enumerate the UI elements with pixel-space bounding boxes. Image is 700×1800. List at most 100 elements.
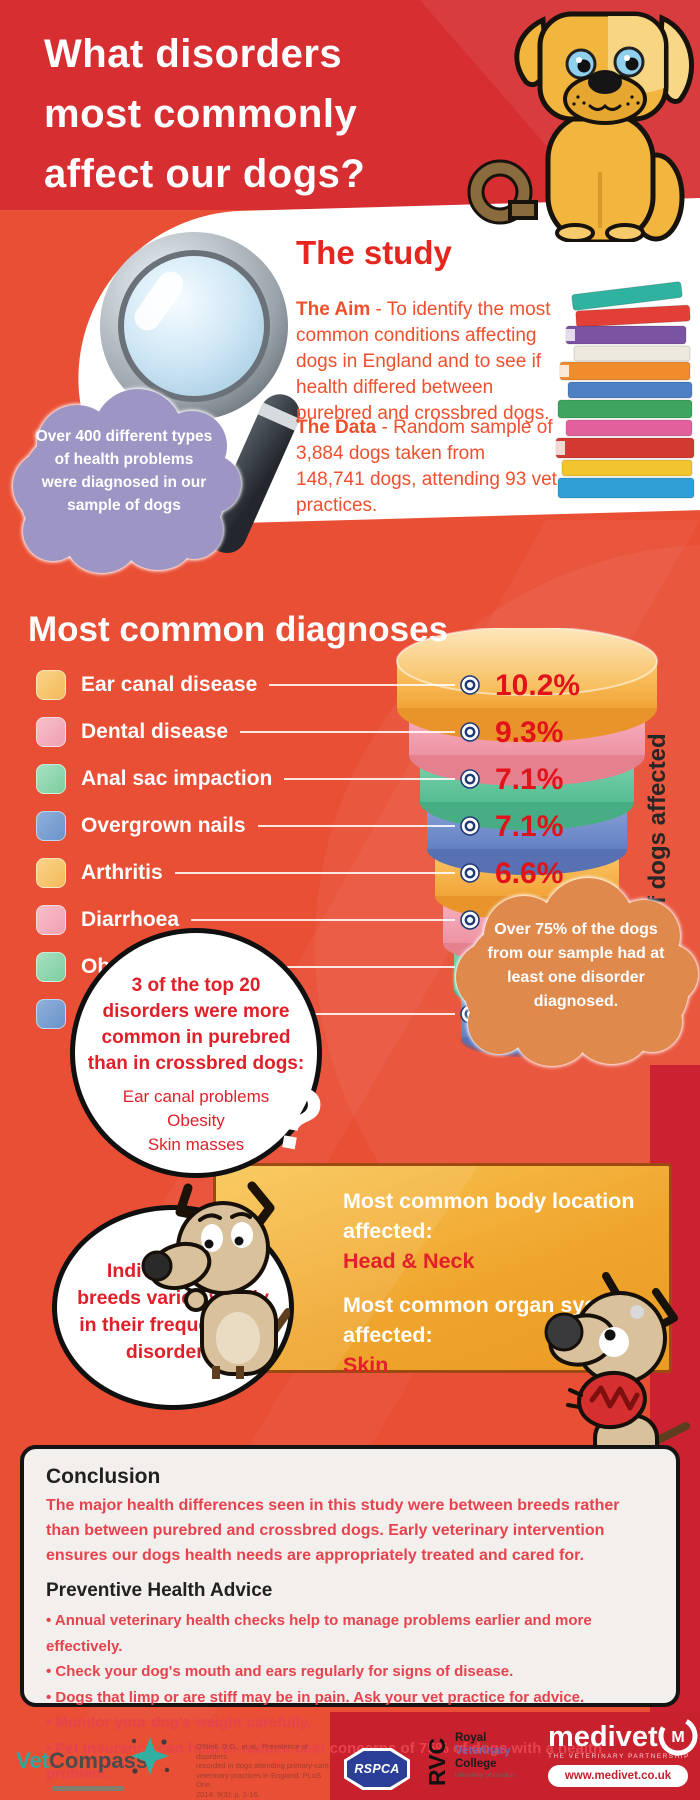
speech-bubble-breeds: Individual dog breeds varied widely in t… (52, 1205, 294, 1410)
bubble-line: disorders were more (102, 1001, 290, 1022)
legend-label: Overgrown nails (81, 814, 246, 837)
vetcompass-logo: VetCompass (16, 1748, 148, 1774)
legend-swatch (36, 952, 66, 982)
legend-connector-line (284, 778, 455, 780)
funnel-value: 9.3% (495, 716, 563, 749)
body-location-value: Head & Neck (343, 1249, 475, 1273)
vetcompass-vet-text: Vet (16, 1748, 50, 1773)
legend-item: Arthritis (36, 857, 455, 889)
conclusion-panel: Conclusion The major health differences … (20, 1445, 680, 1782)
legend-connector-line (191, 919, 455, 921)
legend-swatch (36, 764, 66, 794)
bubble-line: 3 of the top 20 (131, 975, 261, 996)
dog-nose (141, 1250, 173, 1282)
citation-line: O'Neill, D.G., et al., Prevalence of dis… (196, 1742, 308, 1761)
orange-cloud-text: Over 75% of the dogs from our sample had… (487, 921, 665, 1010)
bubble-line: common in purebred (101, 1027, 291, 1048)
legend-connector-line (257, 825, 455, 827)
funnel-value: 6.6% (495, 857, 563, 890)
conclusion-heading: Conclusion (46, 1465, 161, 1488)
medivet-url: www.medivet.co.uk (564, 1770, 672, 1782)
citation-line: veterinary practices in England. PLoS On… (196, 1770, 322, 1790)
legend-label: Dental disease (81, 720, 229, 743)
advice-item: Dogs that limp or are stiff may be in pa… (46, 1685, 654, 1711)
funnel-value: 7.1% (495, 763, 563, 796)
legend-label: Diarrhoea (81, 908, 180, 931)
advice-item: Pet insurance can help to reduce cost co… (46, 1736, 654, 1787)
fact-cloud-purple: Over 400 different types of health probl… (5, 383, 241, 583)
vetcompass-compass-text: Compass (49, 1748, 149, 1773)
medivet-logo: medivet THE VETERINARY PARTNERSHIP www.m… (548, 1716, 698, 1787)
medivet-tagline: THE VETERINARY PARTNERSHIP (548, 1753, 690, 1760)
diagnoses-heading: Most common diagnoses (28, 610, 449, 649)
medivet-url-pill: www.medivet.co.uk (548, 1765, 688, 1787)
rvc-logo: RVC Royal Veterinary College University … (424, 1728, 515, 1786)
title-line: What disorders (44, 32, 343, 76)
target-icon (460, 769, 480, 789)
aim-label: The Aim (296, 299, 371, 320)
target-icon (460, 863, 480, 883)
speech-bubble-purebred: 3 of the top 20 disorders were more comm… (70, 928, 322, 1178)
books-icon (555, 281, 695, 499)
citation-line: recorded in dogs attending primary-care (196, 1761, 329, 1770)
target-icon (460, 816, 480, 836)
citation-line: 2014. 9(3): p. 1-16. (196, 1789, 260, 1799)
legend-item: Anal sac impaction (36, 763, 455, 795)
funnel-segment-ear-canal (396, 628, 658, 742)
medivet-m-icon: M (658, 1716, 698, 1756)
rvc-veterinary: Veterinary (455, 1745, 511, 1757)
compass-star-icon (131, 1737, 170, 1775)
puzzled-dog-illustration (141, 1181, 290, 1379)
advice-heading: Preventive Health Advice (46, 1580, 273, 1601)
aim-text: - To identify the most common conditions… (296, 299, 551, 424)
target-icon (460, 675, 480, 695)
advice-item: Monitor your dog's weight carefully. (46, 1710, 654, 1736)
bubble-line: than in crossbred dogs: (87, 1053, 305, 1074)
legend-swatch (36, 905, 66, 935)
fact-cloud-orange: Over 75% of the dogs from our sample had… (450, 870, 700, 1075)
legend-item: Diarrhoea (36, 904, 455, 936)
legend-item: Ear canal disease (36, 669, 455, 701)
bubble-item: Skin masses (147, 1135, 245, 1154)
barking-dog-illustration (544, 1272, 690, 1468)
legend-swatch (36, 717, 66, 747)
rvc-university: University of London (455, 1772, 515, 1779)
legend-swatch (36, 811, 66, 841)
rvc-acronym: RVC (424, 1737, 450, 1786)
title-line: affect our dogs? (44, 152, 366, 196)
medivet-m-letter: M (671, 1729, 684, 1746)
advice-item: Annual veterinary health checks help to … (46, 1608, 654, 1659)
legend-label: Ear canal disease (81, 673, 258, 696)
purple-cloud-text: Over 400 different types of health probl… (35, 428, 213, 514)
legend-label: Arthritis (81, 861, 163, 884)
title-line: most commonly (44, 92, 358, 136)
funnel-value: 10.2% (495, 669, 580, 702)
legend-connector-line (174, 872, 455, 874)
page-title: What disorders most commonly affect our … (44, 24, 464, 204)
rspca-text: RSPCA (354, 1762, 400, 1776)
funnel-value: 7.1% (495, 810, 563, 843)
rvc-college: College (455, 1758, 497, 1770)
dog-nose (544, 1312, 584, 1352)
conclusion-text: The major health differences seen in thi… (46, 1497, 620, 1564)
study-heading: The study (296, 234, 452, 271)
legend-connector-line (240, 731, 455, 733)
target-icon (460, 722, 480, 742)
bubble-item: Ear canal problems (122, 1087, 270, 1106)
dog-illustration (467, 11, 695, 242)
rvc-royal: Royal (455, 1732, 487, 1744)
legend-swatch (36, 670, 66, 700)
advice-list: Annual veterinary health checks help to … (46, 1608, 654, 1787)
legend-label: Anal sac impaction (81, 767, 273, 790)
citation-text: O'Neill, D.G., et al., Prevalence of dis… (196, 1742, 336, 1799)
data-label: The Data (296, 417, 377, 438)
organ-system-value: Skin (343, 1353, 389, 1377)
medivet-name: medivet (548, 1721, 658, 1753)
dog-nose (588, 70, 622, 94)
legend-connector-line (269, 684, 455, 686)
legend-item: Overgrown nails (36, 810, 455, 842)
body-location-heading: Most common body location affected: (343, 1189, 635, 1243)
legend-connector-line (170, 966, 455, 968)
rspca-logo: RSPCA (344, 1748, 410, 1790)
